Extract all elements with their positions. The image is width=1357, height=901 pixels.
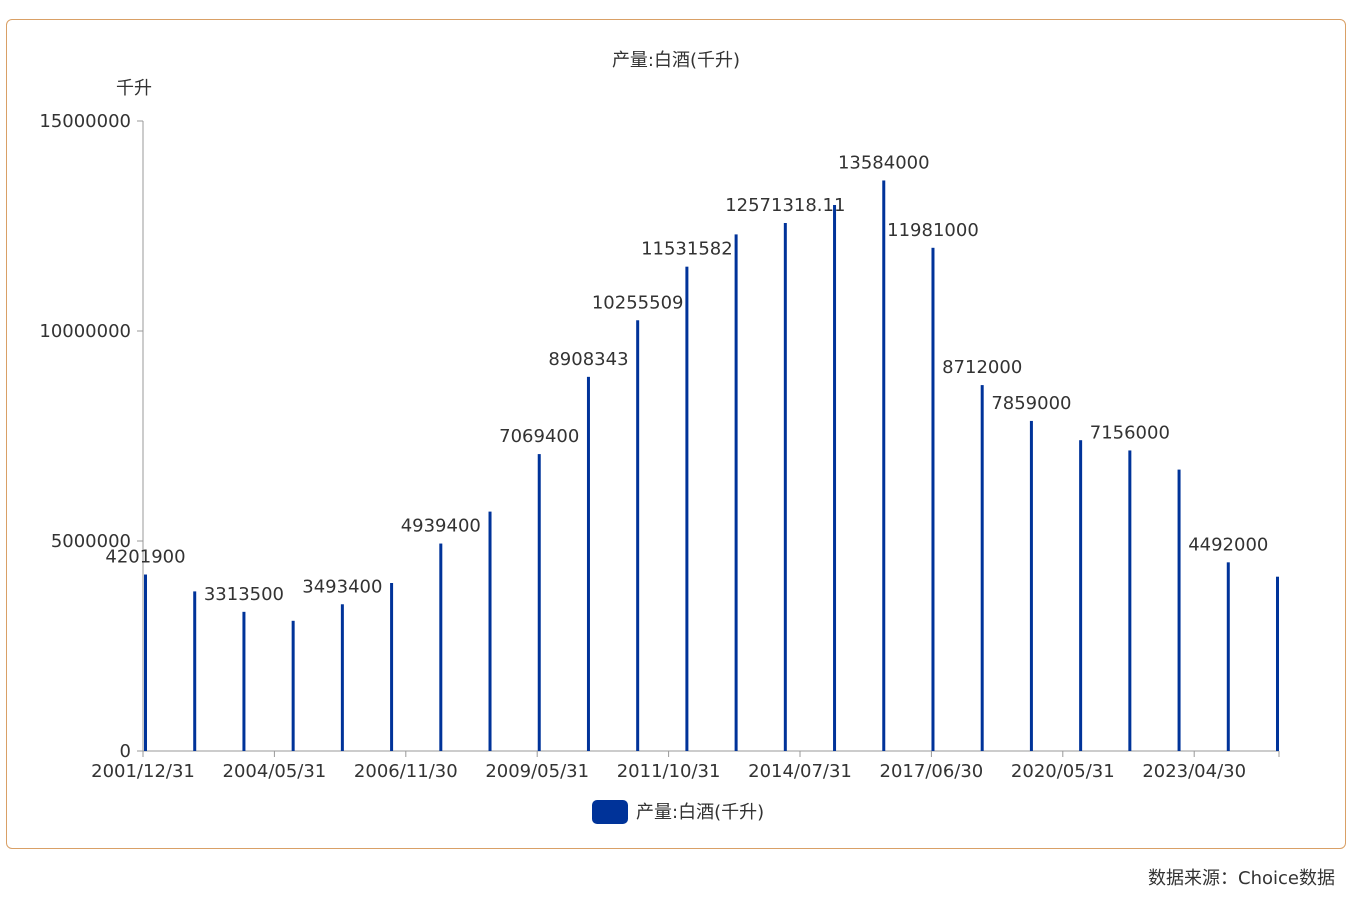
y-tick-label: 0 bbox=[120, 741, 131, 762]
bar-value-label: 13584000 bbox=[838, 152, 930, 173]
x-tick-label: 2017/06/30 bbox=[880, 761, 984, 782]
x-tick-label: 2011/10/31 bbox=[617, 761, 721, 782]
x-tick-label: 2004/05/31 bbox=[223, 761, 327, 782]
x-tick-label: 2014/07/31 bbox=[748, 761, 852, 782]
bar-value-label: 7069400 bbox=[499, 426, 579, 447]
bar-value-label: 11531582 bbox=[641, 239, 733, 260]
bar[interactable] bbox=[193, 591, 197, 751]
bar-value-label: 7156000 bbox=[1090, 422, 1170, 443]
bar-series bbox=[144, 180, 1279, 752]
bar[interactable] bbox=[734, 234, 738, 751]
bar-value-label: 3493400 bbox=[302, 576, 382, 597]
x-tick-label: 2001/12/31 bbox=[91, 761, 195, 782]
bar[interactable] bbox=[931, 247, 935, 751]
bar-value-label: 4939400 bbox=[401, 516, 481, 537]
bar-value-label: 8908343 bbox=[548, 349, 628, 370]
bar[interactable] bbox=[242, 611, 246, 751]
bar[interactable] bbox=[144, 574, 147, 751]
x-tick-label: 2020/05/31 bbox=[1011, 761, 1115, 782]
y-axis: 0 5000000 10000000 15000000 bbox=[39, 111, 144, 762]
data-labels: 4201900 3313500 3493400 4939400 7069400 89083… bbox=[105, 152, 1268, 604]
bar-value-label: 11981000 bbox=[887, 220, 979, 241]
bar[interactable] bbox=[488, 511, 492, 751]
bar[interactable] bbox=[833, 205, 837, 751]
bar-value-label: 3313500 bbox=[204, 584, 284, 605]
bar[interactable] bbox=[291, 620, 295, 751]
x-tick-label: 2009/05/31 bbox=[485, 761, 589, 782]
bar[interactable] bbox=[1128, 450, 1132, 751]
chart-title: 产量:白酒(千升) bbox=[612, 50, 740, 71]
bar[interactable] bbox=[685, 266, 689, 751]
data-source-note: 数据来源：Choice数据 bbox=[1148, 868, 1335, 889]
bar[interactable] bbox=[390, 583, 394, 751]
bar-value-label: 10255509 bbox=[592, 292, 684, 313]
bar[interactable] bbox=[882, 180, 886, 752]
y-tick-label: 15000000 bbox=[39, 111, 131, 132]
bar-value-label: 12571318.11 bbox=[725, 195, 845, 216]
bar[interactable] bbox=[340, 604, 344, 751]
bar-value-label: 4492000 bbox=[1188, 534, 1268, 555]
bar-value-label: 4201900 bbox=[105, 547, 185, 568]
bar[interactable] bbox=[537, 454, 541, 751]
x-tick-label: 2006/11/30 bbox=[354, 761, 458, 782]
y-tick-label: 10000000 bbox=[39, 321, 131, 342]
legend-swatch bbox=[592, 800, 628, 824]
chart-frame bbox=[6, 19, 1346, 849]
bar[interactable] bbox=[1079, 440, 1083, 751]
bar[interactable] bbox=[1276, 576, 1279, 751]
bar-value-label: 7859000 bbox=[991, 393, 1071, 414]
bar[interactable] bbox=[1226, 562, 1230, 751]
legend-label: 产量:白酒(千升) bbox=[636, 802, 764, 823]
bar[interactable] bbox=[1177, 469, 1181, 751]
y-tick-label: 5000000 bbox=[51, 531, 131, 552]
x-axis: 2001/12/31 2004/05/31 2006/11/30 2009/05/31… bbox=[91, 750, 1280, 782]
bar[interactable] bbox=[783, 223, 787, 751]
bar[interactable] bbox=[980, 385, 984, 751]
bar[interactable] bbox=[1029, 420, 1033, 751]
bar-value-label: 8712000 bbox=[942, 357, 1022, 378]
bar[interactable] bbox=[636, 320, 640, 751]
legend[interactable]: 产量:白酒(千升) bbox=[592, 800, 764, 824]
bar[interactable] bbox=[439, 543, 443, 751]
x-tick-label: 2023/04/30 bbox=[1142, 761, 1246, 782]
bar[interactable] bbox=[586, 376, 590, 751]
y-axis-unit-label: 千升 bbox=[116, 78, 152, 99]
